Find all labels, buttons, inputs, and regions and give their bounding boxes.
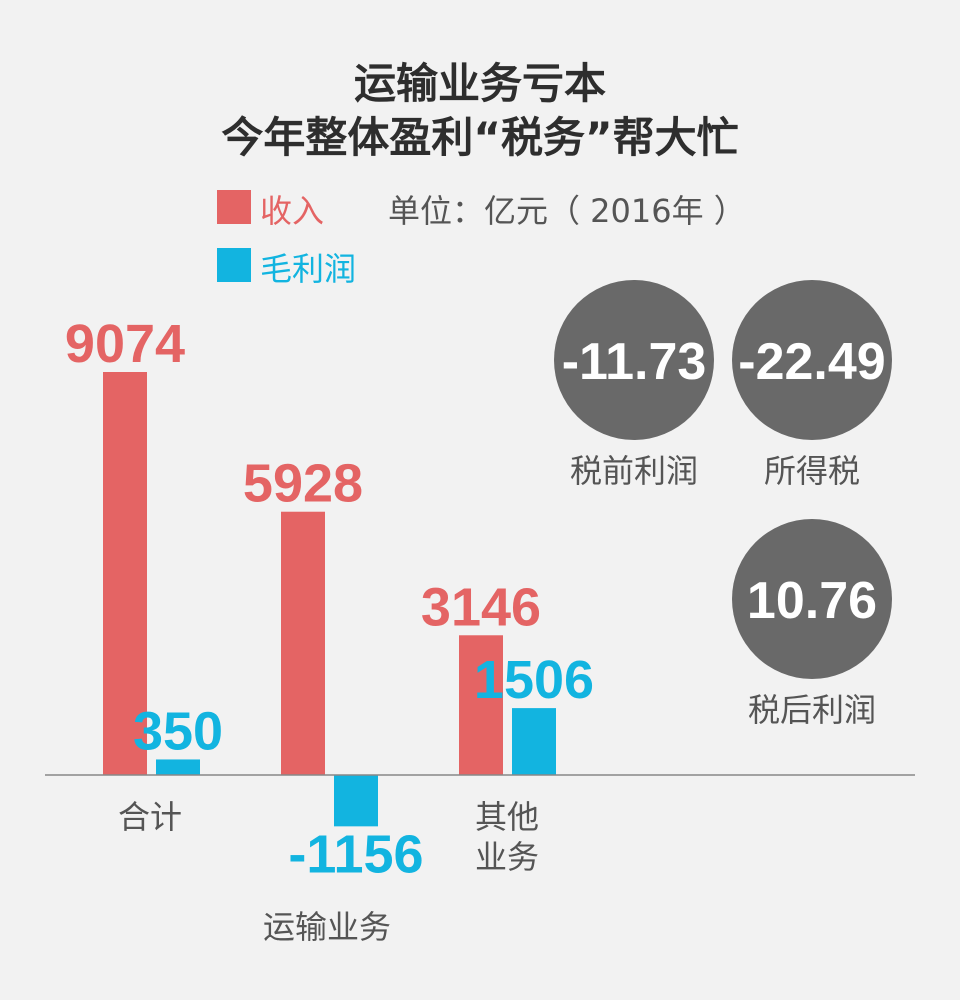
summary-value-0: -11.73 (562, 333, 707, 391)
category-label-2-0: 其他 (475, 798, 539, 836)
bar-gross-profit-0 (156, 759, 200, 775)
legend-swatch-gross-profit (217, 248, 251, 282)
summary-value-1: -22.49 (738, 333, 885, 391)
unit-label: 单位：亿元（ 2016年 ） (388, 192, 746, 230)
legend-swatch-revenue (217, 190, 251, 224)
data-label-gross-profit-0: 350 (133, 701, 223, 761)
summary-label-0: 税前利润 (570, 452, 698, 490)
legend-label-gross-profit: 毛利润 (260, 250, 357, 288)
data-label-revenue-2: 3146 (421, 577, 541, 637)
data-label-revenue-0: 9074 (65, 314, 185, 374)
summary-label-1: 所得税 (764, 452, 860, 490)
chart-title-line2: 今年整体盈利“税务”帮大忙 (221, 113, 739, 162)
bar-gross-profit-1 (334, 775, 378, 827)
summary-circle-2 (732, 519, 892, 679)
summary-label-2: 税后利润 (748, 691, 876, 729)
data-label-revenue-1: 5928 (243, 454, 363, 514)
bar-revenue-0 (103, 372, 147, 775)
category-label-1: 运输业务 (263, 908, 391, 946)
summary-value-2: 10.76 (747, 572, 877, 630)
category-label-0: 合计 (118, 798, 182, 836)
data-label-gross-profit-2: 1506 (474, 650, 594, 710)
category-label-2-1: 业务 (475, 838, 539, 876)
summary-circle-0 (554, 280, 714, 440)
data-label-gross-profit-1: -1156 (288, 824, 423, 884)
bar-revenue-2 (459, 635, 503, 775)
bar-gross-profit-2 (512, 708, 556, 775)
chart-title-line1: 运输业务亏本 (353, 59, 606, 108)
summary-circle-1 (732, 280, 892, 440)
bar-revenue-1 (281, 511, 325, 775)
legend-label-revenue: 收入 (260, 192, 325, 230)
